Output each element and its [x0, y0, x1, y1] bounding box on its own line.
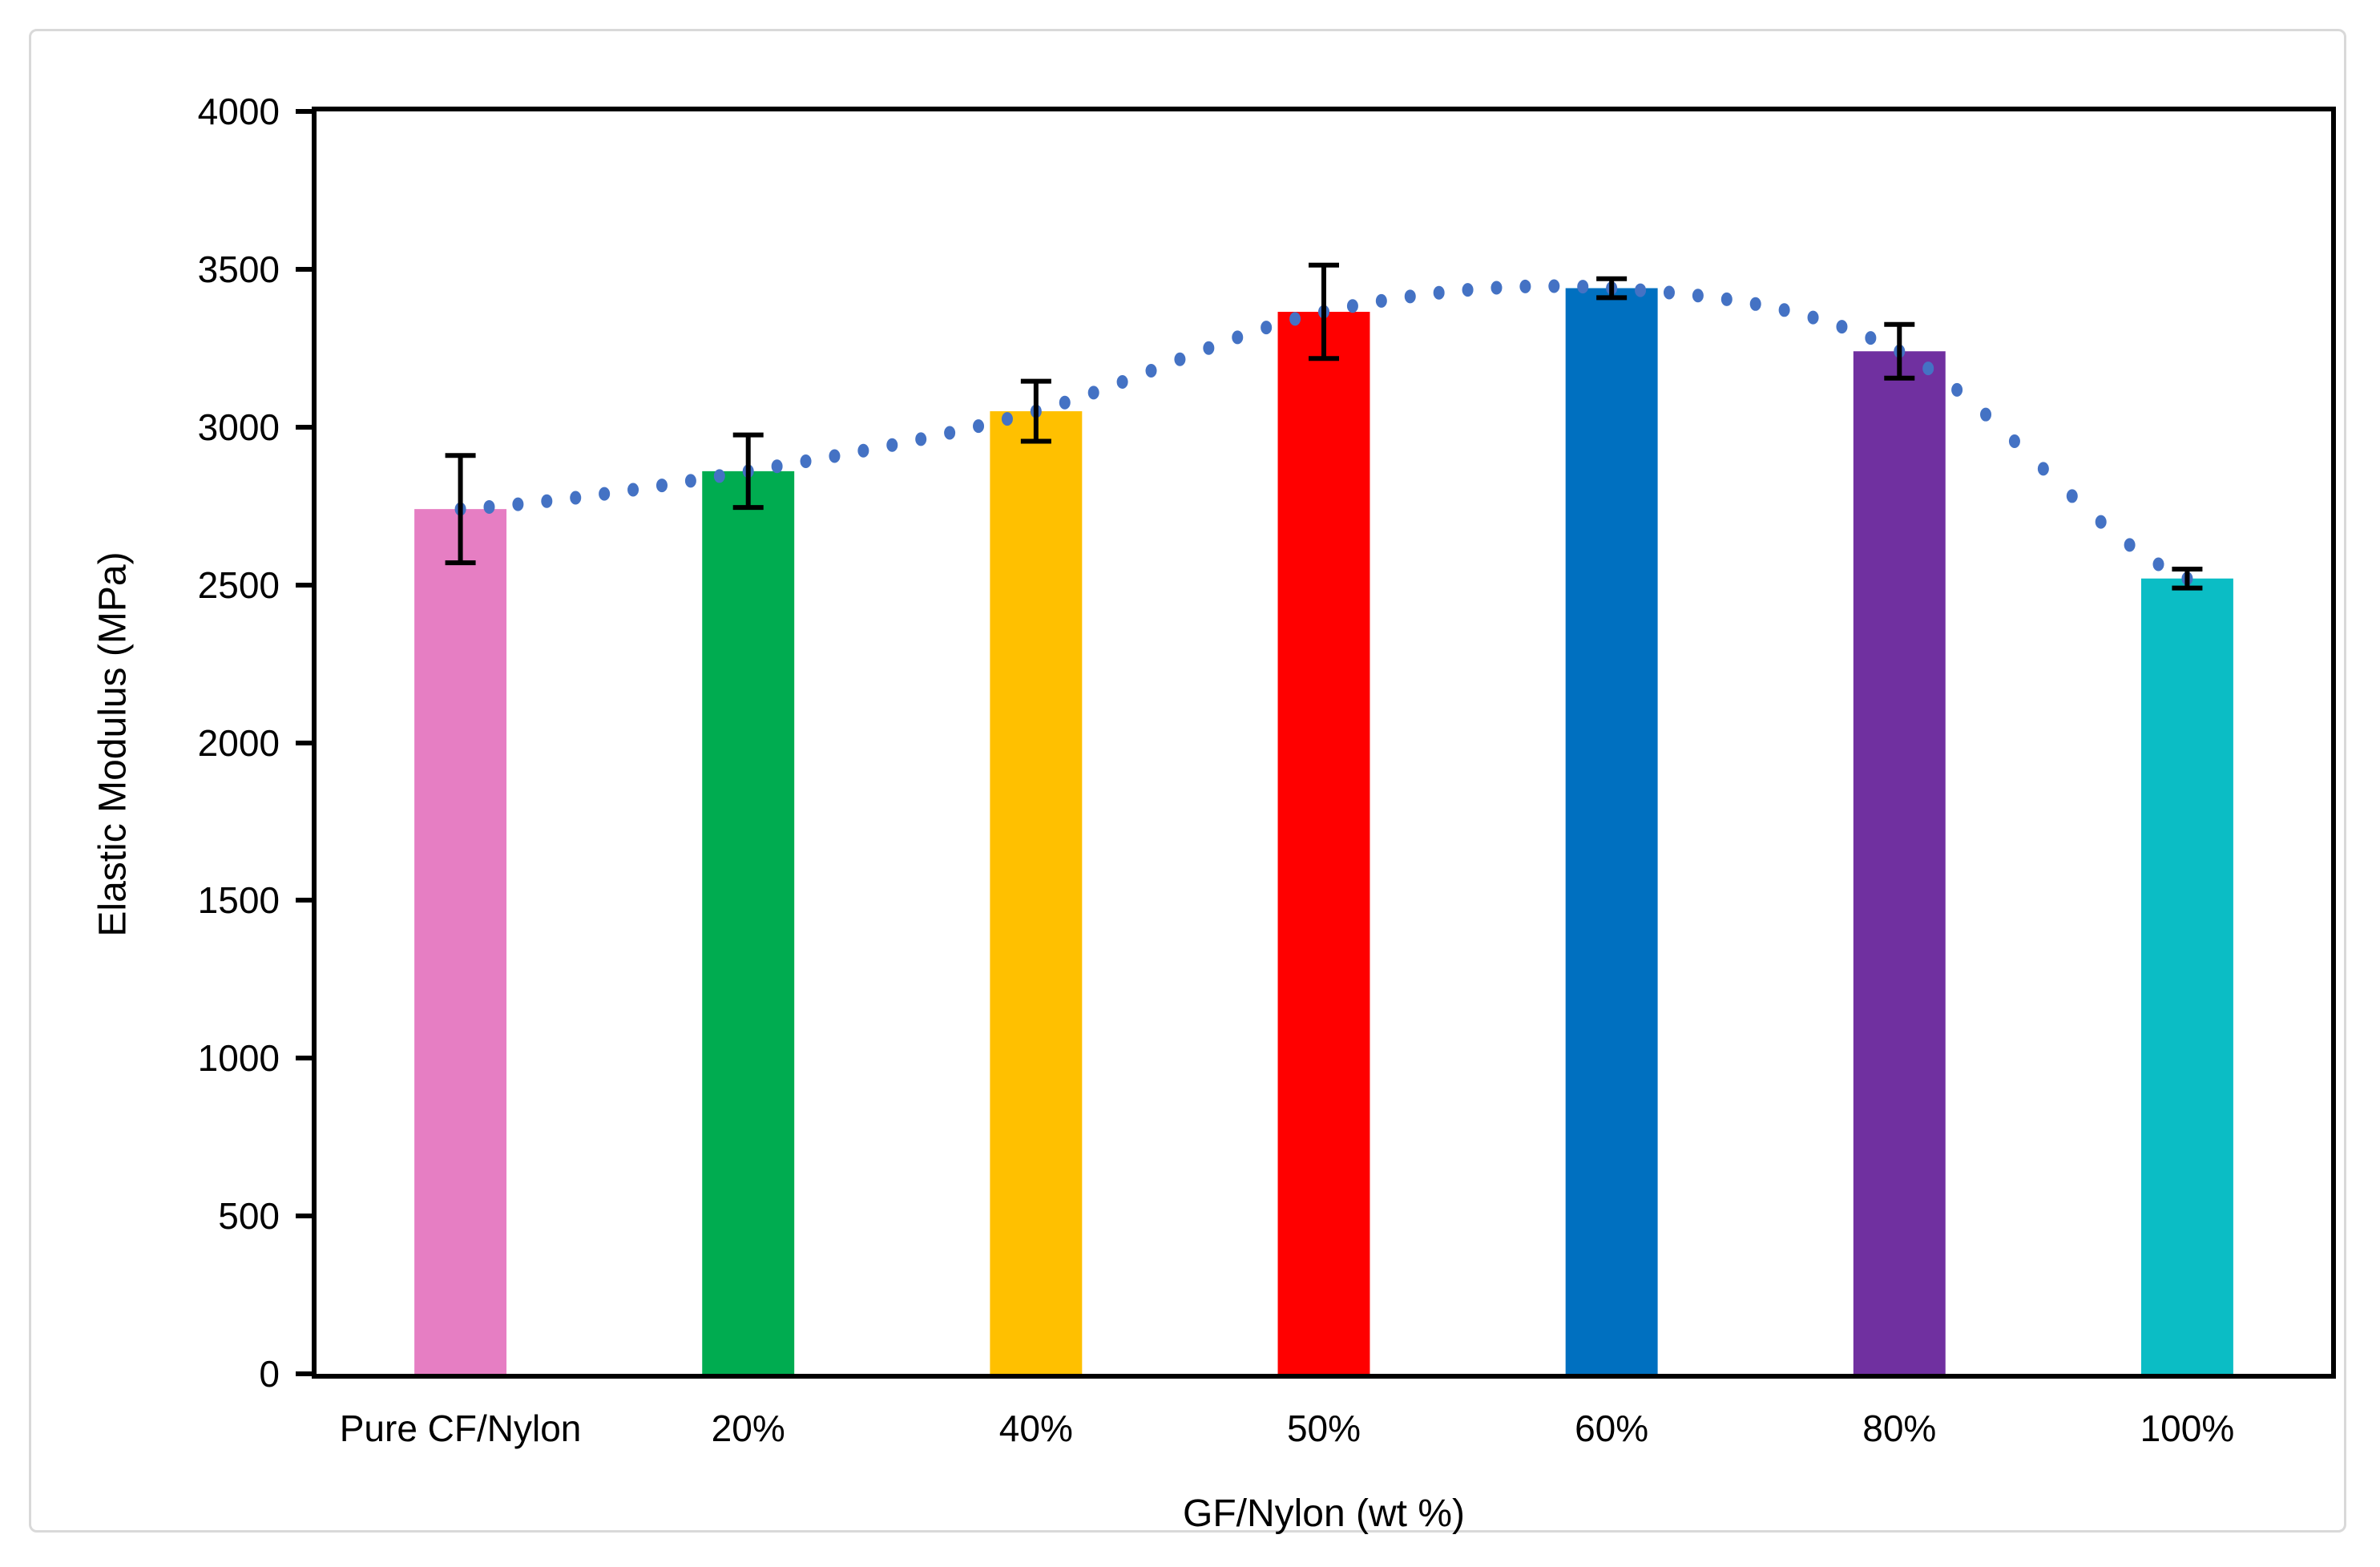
- trendline-dotted: [454, 279, 2193, 586]
- trend-dot: [1116, 374, 1128, 389]
- y-tick-label: 4000: [197, 91, 280, 132]
- error-bar: [1884, 321, 1915, 381]
- error-bar: [2172, 566, 2203, 591]
- chart-canvas: [414, 262, 2233, 1374]
- bar: [414, 509, 507, 1374]
- trend-dot: [2037, 462, 2049, 476]
- trend-dot: [886, 438, 898, 452]
- trend-dot: [541, 494, 553, 508]
- trend-dot: [1922, 361, 1934, 376]
- trend-dot: [1720, 292, 1733, 306]
- trend-dot: [829, 449, 841, 463]
- trend-dot: [2095, 515, 2107, 529]
- bar: [702, 471, 795, 1374]
- x-category-label: 20%: [711, 1407, 785, 1449]
- y-tick-label: 3000: [197, 406, 280, 448]
- x-category-label: Pure CF/Nylon: [339, 1407, 582, 1449]
- trend-dot: [1836, 320, 1848, 334]
- trend-dot: [1749, 297, 1761, 311]
- x-axis-title: GF/Nylon (wt %): [1182, 1492, 1466, 1535]
- trend-dot: [1548, 279, 1560, 293]
- y-tick-mark: [296, 266, 312, 272]
- trend-dot: [1778, 303, 1790, 317]
- error-bar: [1020, 378, 1051, 444]
- trend-dot: [973, 419, 985, 434]
- x-category-label: 50%: [1286, 1407, 1361, 1449]
- x-category-label: 60%: [1575, 1407, 1649, 1449]
- trend-dot: [1289, 312, 1301, 326]
- trend-dot: [599, 487, 611, 501]
- error-bar: [445, 453, 476, 566]
- trend-dot: [1001, 412, 1013, 426]
- trend-dot: [1375, 293, 1387, 308]
- trend-dot: [1980, 407, 1992, 422]
- trend-dot: [512, 497, 524, 511]
- y-tick-label: 1000: [197, 1037, 280, 1080]
- trend-dot: [1203, 341, 1215, 355]
- trend-dot: [1145, 363, 1157, 378]
- x-category-label: 40%: [998, 1407, 1073, 1449]
- trend-dot: [1519, 279, 1531, 293]
- trend-dot: [656, 479, 668, 493]
- trend-dot: [915, 432, 927, 446]
- y-tick-label: 1500: [197, 879, 280, 922]
- trend-dot: [1635, 283, 1647, 297]
- trend-dot: [1491, 281, 1503, 295]
- error-bar: [1309, 262, 1339, 361]
- trend-dot: [570, 491, 582, 505]
- y-tick-label: 0: [259, 1353, 280, 1395]
- trend-dot: [1807, 310, 1819, 325]
- y-tick-mark: [296, 424, 312, 430]
- trend-dot: [1404, 289, 1416, 304]
- y-tick-mark: [296, 740, 312, 745]
- trend-dot: [684, 474, 696, 488]
- trend-dot: [1462, 283, 1474, 297]
- trend-dot: [1087, 386, 1099, 400]
- trend-dot: [2124, 538, 2136, 552]
- trend-dot: [1663, 285, 1675, 300]
- bar: [2140, 578, 2233, 1374]
- y-tick-mark: [296, 898, 312, 903]
- trend-dot: [1951, 382, 1963, 397]
- trend-dot: [800, 454, 812, 468]
- bar: [1277, 312, 1370, 1374]
- x-category-label: 80%: [1862, 1407, 1937, 1449]
- trend-dot: [857, 443, 869, 458]
- bar: [1853, 351, 1946, 1374]
- y-tick-label: 2500: [197, 563, 280, 606]
- trend-dot: [713, 469, 725, 483]
- y-tick-label: 3500: [197, 248, 280, 290]
- trend-dot: [944, 426, 956, 440]
- trend-dot: [483, 499, 495, 514]
- trend-dot: [1433, 285, 1445, 300]
- x-category-label: 100%: [2140, 1407, 2235, 1449]
- trend-dot: [1692, 289, 1704, 303]
- trend-dot: [1174, 352, 1186, 366]
- error-bar: [1596, 276, 1628, 301]
- bar: [1565, 288, 1658, 1374]
- error-bar: [732, 432, 764, 511]
- trend-dot: [1059, 395, 1071, 410]
- trend-dot: [2066, 489, 2078, 503]
- trend-dot: [1232, 330, 1244, 345]
- y-tick-label: 2000: [197, 721, 280, 764]
- trend-dot: [2152, 557, 2164, 571]
- trend-dot: [1261, 321, 1273, 335]
- plot-area: [312, 107, 2336, 1379]
- y-tick-mark: [296, 1056, 312, 1061]
- y-tick-mark: [296, 1214, 312, 1219]
- trend-dot: [627, 483, 639, 497]
- trend-dot: [1577, 280, 1589, 294]
- y-tick-mark: [296, 1371, 312, 1376]
- bar: [990, 411, 1083, 1374]
- trend-dot: [1865, 331, 1877, 345]
- trend-dot: [1346, 299, 1358, 313]
- y-tick-mark: [296, 582, 312, 588]
- trend-dot: [2008, 434, 2020, 449]
- y-tick-label: 500: [218, 1195, 280, 1238]
- y-tick-mark: [296, 109, 312, 114]
- trend-dot: [771, 459, 783, 474]
